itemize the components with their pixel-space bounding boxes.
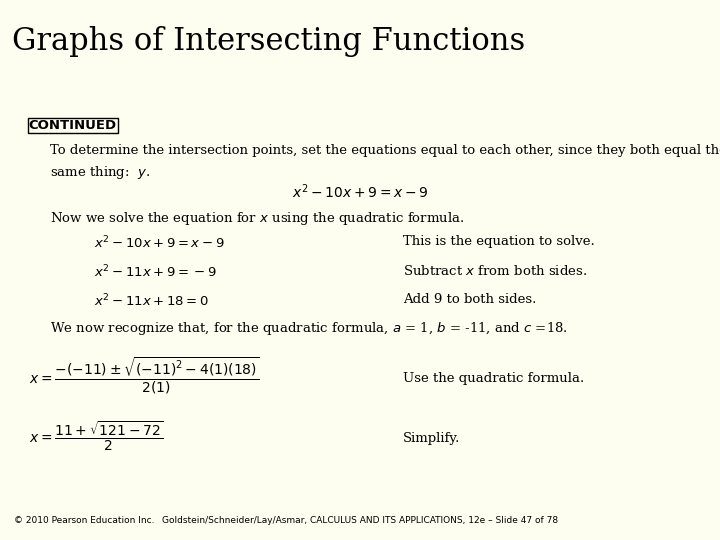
Text: $x^2-11x+18=0$: $x^2-11x+18=0$ [94,293,209,309]
Text: CONTINUED: CONTINUED [29,119,117,132]
Text: $x^2-10x+9=x-9$: $x^2-10x+9=x-9$ [94,235,224,251]
Text: Subtract $x$ from both sides.: Subtract $x$ from both sides. [403,264,588,278]
Text: Graphs of Intersecting Functions: Graphs of Intersecting Functions [12,26,525,57]
Text: This is the equation to solve.: This is the equation to solve. [403,235,595,248]
Text: © 2010 Pearson Education Inc.: © 2010 Pearson Education Inc. [14,516,155,525]
Text: $x^2-11x+9=-9$: $x^2-11x+9=-9$ [94,264,216,280]
Text: Now we solve the equation for $x$ using the quadratic formula.: Now we solve the equation for $x$ using … [50,210,465,227]
Text: Simplify.: Simplify. [403,431,461,444]
Text: $x^2-10x+9=x-9$: $x^2-10x+9=x-9$ [292,183,428,201]
Text: To determine the intersection points, set the equations equal to each other, sin: To determine the intersection points, se… [50,144,720,180]
Text: We now recognize that, for the quadratic formula, $a$ = 1, $b$ = -11, and $c$ =1: We now recognize that, for the quadratic… [50,320,568,336]
Text: Goldstein/Schneider/Lay/Asmar, CALCULUS AND ITS APPLICATIONS, 12e – Slide 47 of : Goldstein/Schneider/Lay/Asmar, CALCULUS … [162,516,558,525]
Text: $x = \dfrac{-(-11)\pm\sqrt{(-11)^2-4(1)(18)}}{2(1)}$: $x = \dfrac{-(-11)\pm\sqrt{(-11)^2-4(1)(… [29,356,260,396]
Text: Use the quadratic formula.: Use the quadratic formula. [403,372,585,384]
Text: Add 9 to both sides.: Add 9 to both sides. [403,293,536,306]
Text: $x = \dfrac{11+\sqrt{121-72}}{2}$: $x = \dfrac{11+\sqrt{121-72}}{2}$ [29,420,163,453]
